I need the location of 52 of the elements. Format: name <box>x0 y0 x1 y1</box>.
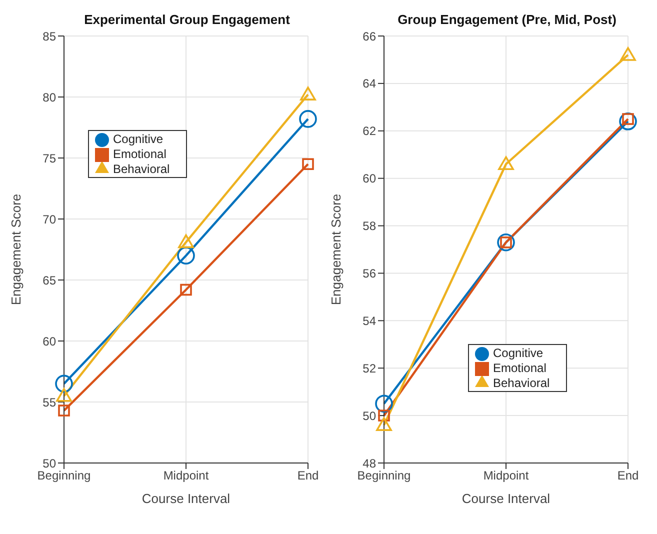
y-tick-label: 58 <box>362 219 376 234</box>
y-tick-label: 66 <box>362 29 376 44</box>
point <box>56 388 72 402</box>
y-tick-label: 60 <box>42 334 56 348</box>
point <box>375 394 393 413</box>
legend-label: Emotional <box>493 360 546 375</box>
point <box>58 404 70 416</box>
legend-label: Cognitive <box>113 132 164 146</box>
y-tick-label: 62 <box>362 124 376 138</box>
y-tick-label: 85 <box>42 29 56 44</box>
chart-title: Group Engagement (Pre, Mid, Post) <box>396 12 618 27</box>
point <box>376 417 392 431</box>
point <box>497 233 515 252</box>
legend-label: Behavioral <box>113 162 170 176</box>
x-tick-label: Midpoint <box>163 468 210 483</box>
point <box>299 110 317 128</box>
y-tick-label: 48 <box>362 456 376 470</box>
point <box>177 246 195 264</box>
point <box>378 410 390 422</box>
y-axis-title: Engagement Score <box>8 194 24 306</box>
point <box>619 112 637 130</box>
y-tick-label: 70 <box>42 212 56 226</box>
x-tick-label: End <box>617 468 639 483</box>
y-tick-label: 52 <box>362 361 376 376</box>
x-axis-title: Course Interval <box>142 491 230 506</box>
point <box>302 158 314 170</box>
y-tick-label: 55 <box>42 395 56 410</box>
x-tick-label: Beginning <box>37 468 91 483</box>
legend-label: Behavioral <box>493 376 550 390</box>
legend-label: Emotional <box>113 146 166 161</box>
point <box>180 284 192 296</box>
y-tick-label: 54 <box>362 314 376 328</box>
y-tick-label: 75 <box>42 151 56 166</box>
x-tick-label: Beginning <box>357 468 411 483</box>
y-tick-label: 65 <box>42 273 56 288</box>
chart-title: Experimental Group Engagement <box>83 12 291 27</box>
x-tick-label: Midpoint <box>483 468 530 483</box>
y-tick-label: 60 <box>362 172 376 186</box>
legend-label: Cognitive <box>493 346 544 360</box>
y-tick-label: 56 <box>362 266 376 280</box>
y-tick-label: 80 <box>42 90 56 104</box>
x-axis-title: Course Interval <box>462 491 550 506</box>
y-tick-label: 50 <box>42 456 56 470</box>
point <box>620 47 636 61</box>
y-tick-label: 64 <box>362 76 376 91</box>
y-tick-label: 50 <box>362 408 376 423</box>
point <box>55 374 73 393</box>
y-axis-title: Engagement Score <box>328 194 344 306</box>
point <box>178 234 194 248</box>
point <box>498 156 514 170</box>
point <box>300 86 316 100</box>
x-tick-label: End <box>297 468 319 483</box>
